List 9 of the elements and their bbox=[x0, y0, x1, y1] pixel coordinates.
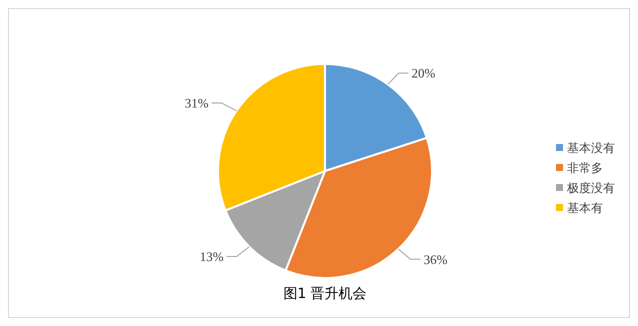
legend-label: 极度没有 bbox=[566, 181, 615, 196]
legend-label: 基本有 bbox=[567, 201, 603, 216]
data-label: 36% bbox=[424, 252, 448, 267]
data-label: 13% bbox=[200, 249, 224, 264]
text: 图1 晋升机会 bbox=[283, 286, 367, 302]
data-label: 20% bbox=[411, 66, 436, 81]
legend-label: 基本没有 bbox=[567, 141, 615, 156]
data-label: 31% bbox=[184, 96, 209, 111]
legend-label: 非常多 bbox=[567, 161, 603, 176]
